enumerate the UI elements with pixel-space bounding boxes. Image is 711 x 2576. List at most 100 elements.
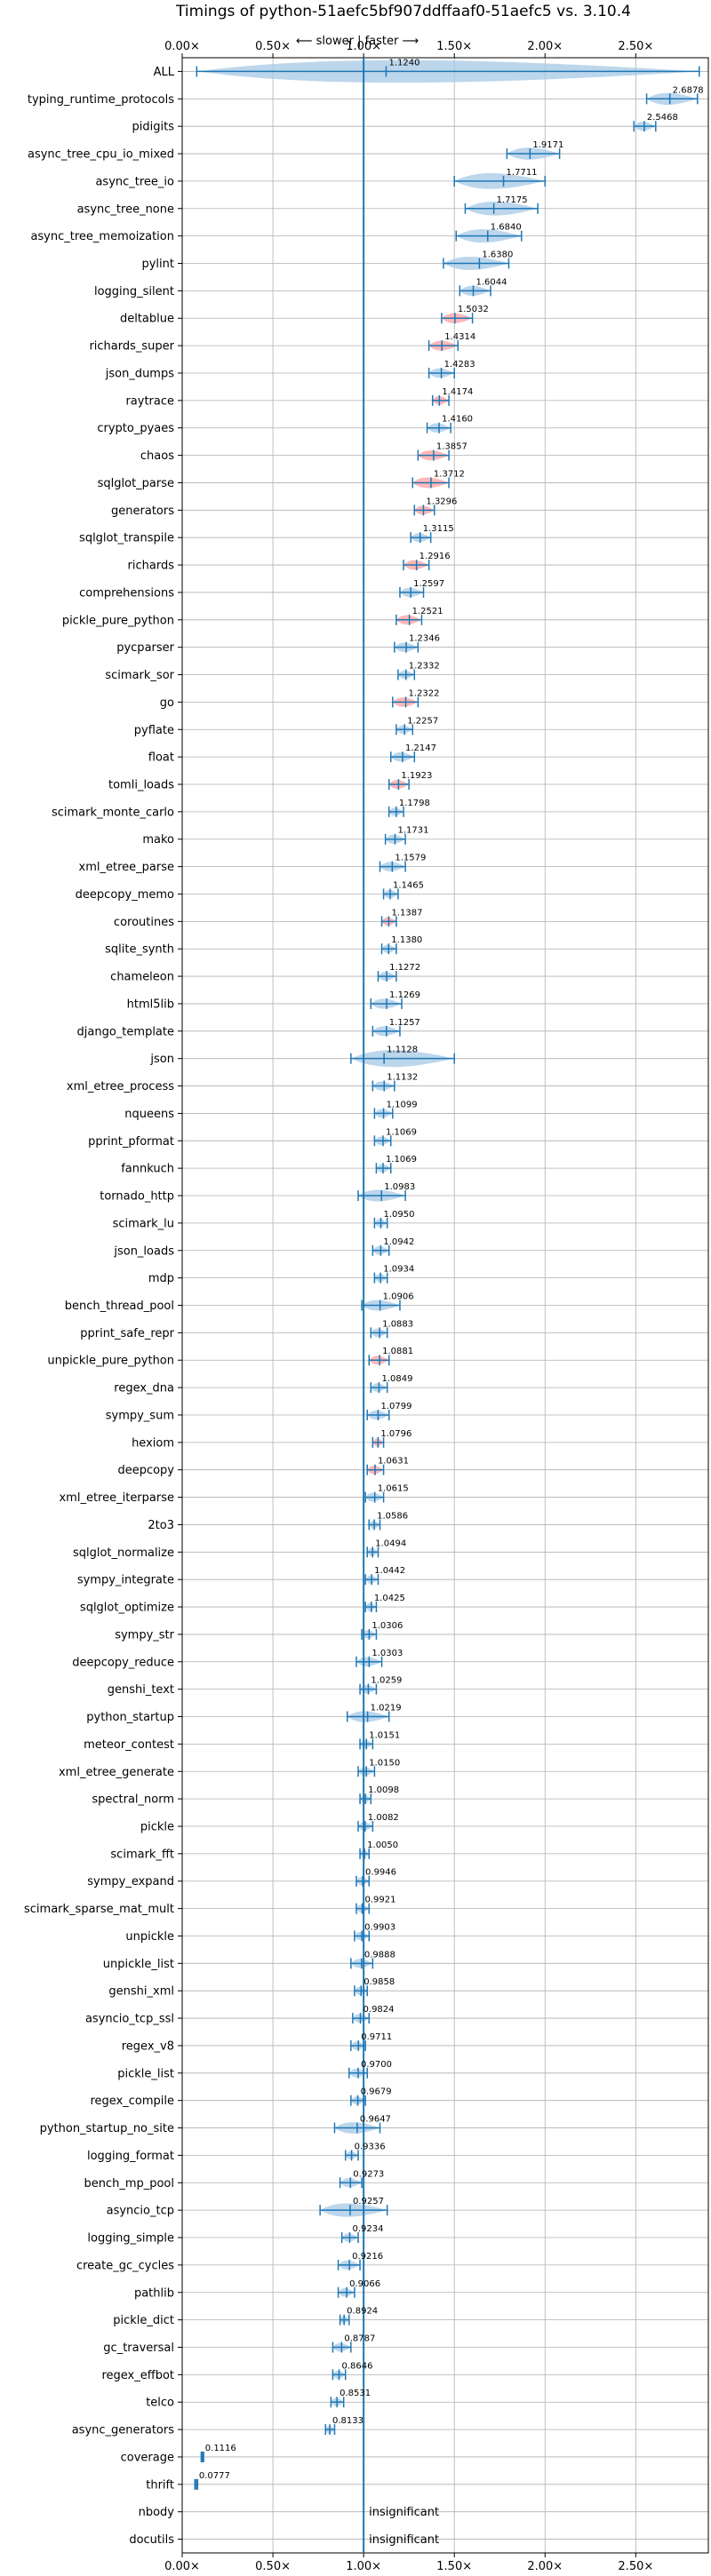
category-label: unpickle xyxy=(125,1930,174,1944)
category-label: mdp xyxy=(148,1272,174,1285)
median-label: 1.0950 xyxy=(384,1210,415,1220)
category-label: pickle_list xyxy=(117,2067,174,2080)
violins xyxy=(194,60,700,2490)
category-label: pylint xyxy=(141,258,174,271)
category-label: sqlglot_parse xyxy=(98,477,174,490)
median-label: 1.0303 xyxy=(371,1649,403,1658)
median-label: 1.1257 xyxy=(389,1018,420,1028)
category-label: json xyxy=(149,1053,174,1066)
median-label: 1.2346 xyxy=(409,634,440,644)
median-label: 1.0151 xyxy=(369,1730,400,1740)
category-label: regex_v8 xyxy=(122,2039,174,2053)
median-label: 0.9700 xyxy=(361,2060,392,2070)
median-label: 1.1387 xyxy=(391,908,422,918)
median-label: 0.9336 xyxy=(355,2142,386,2151)
category-label: genshi_text xyxy=(108,1683,174,1697)
median-label: 0.9711 xyxy=(361,2032,392,2042)
category-label: create_gc_cycles xyxy=(76,2259,174,2272)
category-label: async_tree_cpu_io_mixed xyxy=(28,148,174,162)
category-label: deepcopy_memo xyxy=(76,888,174,902)
median-label: 1.3296 xyxy=(426,497,457,506)
category-label: async_tree_memoization xyxy=(30,230,174,243)
median-label: 1.0306 xyxy=(371,1621,403,1631)
median-label: 1.0615 xyxy=(378,1484,409,1494)
median-label: 1.0934 xyxy=(383,1265,414,1275)
category-label: pickle_dict xyxy=(113,2314,174,2327)
median-label: 1.9171 xyxy=(532,140,563,150)
median-label: 2.6878 xyxy=(673,85,704,95)
category-label: richards_super xyxy=(89,340,174,354)
category-label: genshi_xml xyxy=(108,1985,174,1999)
median-label: 1.2147 xyxy=(405,743,436,753)
median-label: 1.0942 xyxy=(383,1237,414,1247)
median-label: 0.9257 xyxy=(353,2197,384,2206)
category-label: async_tree_io xyxy=(95,175,174,188)
category-label: sympy_integrate xyxy=(77,1574,174,1587)
category-label: sqlglot_normalize xyxy=(73,1546,174,1560)
category-label: typing_runtime_protocols xyxy=(28,93,174,107)
category-label: pprint_pformat xyxy=(88,1135,174,1149)
labels: ALL 1.1240 typing_runtime_protocols 2.6878 p… xyxy=(24,58,704,2547)
category-label: pathlib xyxy=(134,2286,174,2300)
median-label: 1.1731 xyxy=(397,826,428,836)
median-label: 1.3712 xyxy=(434,469,465,479)
category-label: deepcopy_reduce xyxy=(72,1656,174,1669)
x-tick-label-bottom: 1.50× xyxy=(436,2560,472,2573)
median-label: 1.1128 xyxy=(387,1046,418,1055)
median-label: 0.9234 xyxy=(353,2224,384,2234)
category-label: thrift xyxy=(146,2478,174,2492)
category-label: asyncio_tcp_ssl xyxy=(85,2013,174,2026)
category-label: spectral_norm xyxy=(92,1793,174,1807)
category-label: regex_compile xyxy=(90,2095,174,2108)
category-label: pickle xyxy=(140,1820,174,1833)
category-label: asyncio_tcp xyxy=(107,2205,174,2218)
median-label: 1.4314 xyxy=(444,332,475,342)
insignificant-label: insignificant xyxy=(369,2533,439,2547)
grid xyxy=(181,58,708,2553)
x-tick-label-bottom: 0.00× xyxy=(164,2560,200,2573)
category-label: deepcopy xyxy=(117,1464,174,1477)
median-label: 1.3115 xyxy=(423,524,454,534)
median-label: 0.9903 xyxy=(364,1922,395,1932)
category-label: mako xyxy=(142,833,174,847)
median-label: 1.0906 xyxy=(383,1292,414,1302)
median-label: 1.6840 xyxy=(491,223,522,233)
category-label: coroutines xyxy=(114,916,174,929)
category-label: scimark_sparse_mat_mult xyxy=(24,1903,174,1916)
median-label: 1.7175 xyxy=(497,195,528,205)
median-label: 1.1069 xyxy=(386,1127,417,1137)
median-label: 1.1923 xyxy=(401,771,432,781)
category-label: tornado_http xyxy=(100,1190,174,1204)
median-label: 1.3857 xyxy=(436,442,467,452)
category-label: sympy_sum xyxy=(106,1409,174,1422)
category-label: chameleon xyxy=(110,971,174,984)
category-label: logging_silent xyxy=(94,285,174,298)
category-label: html5lib xyxy=(127,998,174,1011)
category-label: sympy_expand xyxy=(87,1875,174,1888)
median-label: 1.1798 xyxy=(399,799,430,808)
median-label: 1.4160 xyxy=(442,415,473,425)
median-label: 1.0796 xyxy=(380,1429,411,1439)
median-label: 1.1240 xyxy=(388,58,419,68)
median-label: 1.0082 xyxy=(368,1813,399,1823)
median-label: 1.1380 xyxy=(391,935,422,945)
median-label: 1.6044 xyxy=(476,277,507,287)
median-label: 1.0442 xyxy=(374,1566,405,1576)
median-label: 0.9888 xyxy=(364,1950,395,1960)
category-label: sympy_str xyxy=(115,1628,174,1642)
category-label: xml_etree_iterparse xyxy=(59,1491,174,1505)
category-label: 2to3 xyxy=(148,1519,174,1532)
median-label: 0.0777 xyxy=(199,2471,230,2481)
median-label: 0.9679 xyxy=(361,2087,392,2097)
median-label: 0.9216 xyxy=(352,2252,383,2262)
median-label: 0.9066 xyxy=(349,2279,380,2289)
category-label: raytrace xyxy=(125,394,174,408)
category-label: pprint_safe_repr xyxy=(80,1327,174,1340)
category-label: ALL xyxy=(154,66,175,79)
category-label: sqlglot_optimize xyxy=(80,1602,174,1615)
median-label: 0.8531 xyxy=(340,2389,371,2398)
median-label: 0.9946 xyxy=(365,1868,396,1878)
category-label: logging_format xyxy=(87,2150,174,2163)
x-tick-label-bottom: 2.50× xyxy=(618,2560,653,2573)
category-label: logging_simple xyxy=(87,2232,174,2246)
